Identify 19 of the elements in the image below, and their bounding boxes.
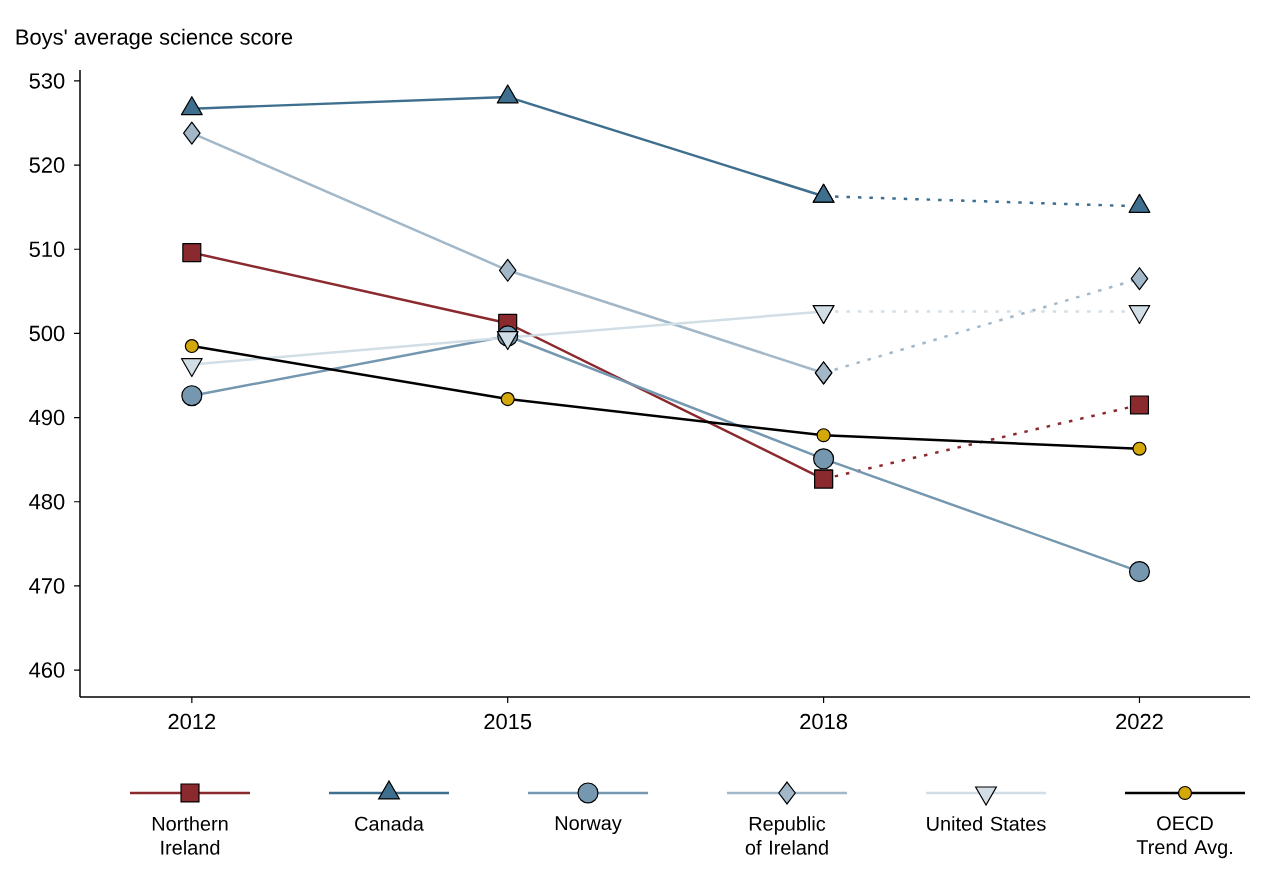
y-axis-title: Boys' average science score — [16, 28, 293, 50]
legend-label: United States — [927, 816, 1046, 831]
legend-label: Northern Ireland — [152, 816, 228, 855]
y-tick-label: 520 — [29, 157, 65, 173]
y-tick-label: 510 — [29, 241, 65, 258]
legend-label: Republic of Ireland — [745, 816, 828, 855]
x-tick-label: 2018 — [800, 713, 847, 730]
x-tick-label: 2022 — [1116, 713, 1163, 730]
y-tick-label: 480 — [29, 493, 65, 510]
y-tick-label: 490 — [29, 409, 65, 426]
y-tick-label: 500 — [29, 325, 65, 342]
legend-label: OECD Trend Avg. — [1136, 816, 1232, 859]
x-tick-label: 2015 — [484, 713, 532, 730]
y-tick-label: 530 — [29, 73, 65, 89]
y-tick-label: 460 — [29, 662, 65, 678]
legend-label: Canada — [355, 816, 424, 831]
x-tick-label: 2012 — [168, 713, 216, 730]
y-tick-label: 470 — [29, 578, 65, 594]
legend-label: Norway — [555, 816, 622, 835]
